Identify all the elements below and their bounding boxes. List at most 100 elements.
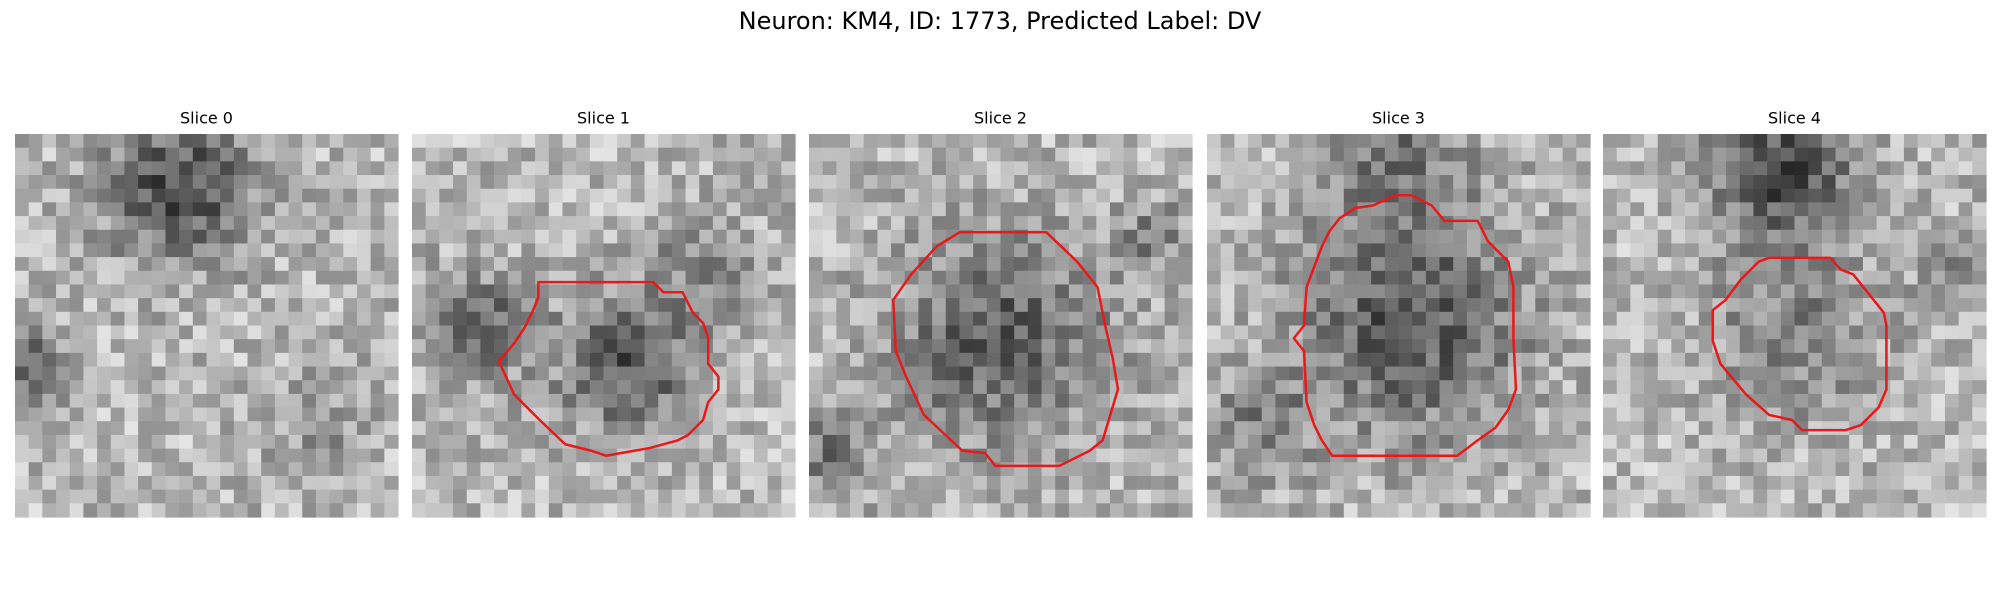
pixel <box>1000 147 1015 162</box>
pixel <box>97 216 112 231</box>
pixel <box>712 366 728 381</box>
pixel <box>1453 462 1468 477</box>
pixel <box>740 284 755 299</box>
pixel <box>1082 393 1097 409</box>
pixel <box>562 503 577 518</box>
pixel <box>261 270 276 286</box>
pixel <box>767 229 782 245</box>
pixel <box>1398 421 1413 436</box>
pixel <box>603 475 618 491</box>
pixel <box>28 188 43 203</box>
pixel <box>1535 462 1550 477</box>
pixel <box>288 175 303 190</box>
pixel <box>315 311 331 327</box>
pixel <box>1453 475 1468 491</box>
pixel <box>1439 175 1454 190</box>
pixel <box>1055 202 1070 217</box>
pixel <box>603 311 618 327</box>
pixel <box>1371 311 1386 327</box>
pixel <box>1412 284 1427 299</box>
pixel <box>1425 489 1441 504</box>
pixel <box>1862 311 1878 327</box>
pixel <box>1248 257 1263 272</box>
pixel <box>370 407 385 422</box>
pixel <box>1384 229 1400 245</box>
pixel <box>535 311 550 327</box>
pixel <box>425 270 440 286</box>
pixel <box>261 475 276 491</box>
pixel <box>370 257 385 272</box>
pixel <box>726 448 741 463</box>
pixel <box>521 380 536 395</box>
slice-title: Slice 1 <box>577 109 630 128</box>
pixel <box>1041 134 1056 149</box>
pixel <box>1835 216 1850 231</box>
pixel <box>1685 421 1700 436</box>
pixel <box>1835 243 1850 258</box>
pixel <box>56 147 71 162</box>
pixel <box>836 380 851 395</box>
pixel <box>959 366 974 381</box>
pixel <box>1876 421 1891 436</box>
pixel <box>1494 407 1509 422</box>
pixel <box>151 257 167 272</box>
pixel <box>891 393 906 409</box>
pixel <box>986 434 1002 450</box>
pixel <box>1548 366 1564 381</box>
pixel <box>56 216 71 231</box>
pixel <box>42 188 57 203</box>
pixel <box>1671 270 1686 286</box>
pixel <box>69 161 84 176</box>
pixel <box>220 161 235 176</box>
pixel <box>1535 311 1550 327</box>
pixel <box>1164 366 1179 381</box>
pixel <box>1808 284 1823 299</box>
pixel <box>1890 161 1905 176</box>
pixel <box>1603 489 1618 504</box>
pixel <box>1972 175 1987 190</box>
pixel <box>384 325 399 340</box>
pixel <box>1316 503 1331 518</box>
pixel <box>1041 147 1056 162</box>
pixel <box>535 366 550 381</box>
pixel <box>1425 325 1441 340</box>
pixel <box>1808 434 1823 450</box>
pixel <box>521 489 536 504</box>
pixel <box>1248 175 1263 190</box>
pixel <box>1220 147 1235 162</box>
pixel <box>1164 270 1179 286</box>
pixel <box>466 503 481 518</box>
pixel <box>617 503 632 518</box>
pixel <box>1137 134 1152 149</box>
pixel <box>1576 421 1591 436</box>
pixel <box>1616 407 1631 422</box>
pixel <box>412 257 427 272</box>
pixel <box>1123 147 1138 162</box>
pixel <box>521 434 536 450</box>
pixel <box>1494 216 1509 231</box>
pixel <box>1507 489 1523 504</box>
pixel <box>1808 311 1823 327</box>
pixel <box>192 311 208 327</box>
pixel <box>644 188 659 203</box>
pixel <box>1466 352 1482 368</box>
pixel <box>69 434 84 450</box>
pixel <box>97 352 112 368</box>
pixel <box>1808 462 1823 477</box>
pixel <box>1234 229 1249 245</box>
pixel <box>1630 202 1645 217</box>
pixel <box>617 298 632 313</box>
pixel <box>1220 448 1235 463</box>
pixel <box>1289 175 1304 190</box>
pixel <box>179 434 194 450</box>
pixel <box>863 448 878 463</box>
pixel <box>1562 448 1577 463</box>
pixel <box>1248 188 1263 203</box>
pixel <box>521 243 536 258</box>
pixel <box>110 325 126 340</box>
pixel <box>918 202 933 217</box>
pixel <box>343 421 358 436</box>
pixel <box>1890 489 1905 504</box>
pixel <box>494 257 509 272</box>
pixel <box>1275 243 1290 258</box>
